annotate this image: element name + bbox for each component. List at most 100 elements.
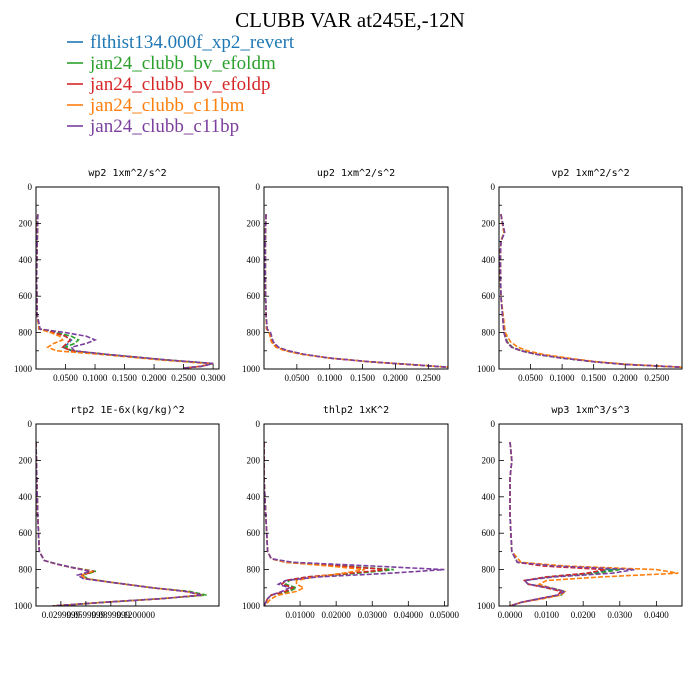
- panel-title: vp2 1xm^2/s^2: [551, 168, 629, 179]
- panel-title: wp3 1xm^3/s^3: [551, 405, 629, 416]
- x-tick-label: 0.0500: [518, 373, 543, 383]
- x-tick-label: 0.03000: [358, 610, 388, 620]
- x-tick-label: 0.2000: [613, 373, 638, 383]
- series-line: [264, 214, 448, 368]
- series-line: [499, 214, 682, 368]
- series-line: [36, 442, 203, 606]
- series-group: [264, 442, 445, 606]
- series-line: [36, 214, 214, 369]
- legend: flthist134.000f_xp2_revertjan24_clubb_bv…: [67, 32, 295, 137]
- series-line: [509, 442, 606, 606]
- y-tick-label: 200: [482, 455, 496, 465]
- x-tick-label: 0.05000: [430, 610, 460, 620]
- plot-frame: [35, 423, 220, 607]
- x-tick-label: 0.1500: [112, 373, 137, 383]
- legend-entry: jan24_clubb_bv_efoldm: [67, 53, 276, 74]
- legend-label: flthist134.000f_xp2_revert: [90, 32, 295, 53]
- series-line: [36, 442, 203, 606]
- chart-panel: up2 1xm^2/s^2 0 200 400 600 800 1000 0.0500 0.10…: [242, 168, 449, 383]
- chart-panel: vp2 1xm^2/s^2 0 200 400 600 800 1000 0.0500 0.10…: [477, 168, 683, 383]
- x-tick-label: 0.0500: [284, 373, 309, 383]
- y-tick-label: 1000: [242, 364, 261, 374]
- y-tick-label: 600: [482, 528, 496, 538]
- y-tick-label: 400: [482, 492, 496, 502]
- y-tick-label: 0: [28, 182, 33, 192]
- series-line: [509, 442, 679, 606]
- panel-title: rtp2 1E-6x(kg/kg)^2: [70, 405, 184, 416]
- legend-entry: flthist134.000f_xp2_revert: [67, 32, 295, 53]
- x-tick-label: 0.1000: [550, 373, 575, 383]
- series-line: [264, 214, 448, 368]
- series-group: [509, 442, 679, 606]
- y-tick-label: 800: [247, 328, 261, 338]
- series-line: [499, 214, 682, 368]
- series-line: [264, 214, 448, 368]
- y-tick-label: 200: [482, 218, 496, 228]
- series-line: [36, 442, 203, 606]
- x-tick-label: 0.04000: [394, 610, 424, 620]
- series-line: [509, 442, 635, 606]
- y-tick-label: 600: [247, 291, 261, 301]
- x-tick-label: 0.1500: [350, 373, 375, 383]
- plot-frame: [263, 186, 449, 370]
- series-group: [264, 214, 448, 368]
- y-tick-label: 400: [19, 492, 33, 502]
- y-tick-label: 800: [19, 328, 33, 338]
- series-group: [36, 442, 207, 606]
- series-line: [36, 214, 214, 369]
- x-tick-label: 0.0200: [571, 610, 596, 620]
- chart-panel: rtp2 1E-6x(kg/kg)^2 0 200 400 600 800 1000 0.02…: [14, 405, 220, 620]
- series-line: [264, 442, 445, 606]
- x-tick-label: 0.01000: [285, 610, 315, 620]
- y-tick-label: 200: [247, 455, 261, 465]
- legend-entry: jan24_clubb_c11bm: [67, 95, 245, 116]
- figure-title: CLUBB VAR at245E,-12N: [235, 8, 465, 32]
- legend-label: jan24_clubb_bv_efoldm: [89, 53, 276, 74]
- x-tick-label: 0.0400: [644, 610, 669, 620]
- y-tick-label: 600: [19, 291, 33, 301]
- series-group: [499, 214, 682, 368]
- y-tick-label: 800: [482, 328, 496, 338]
- y-tick-label: 400: [247, 255, 261, 265]
- x-tick-label: 0.0100: [534, 610, 559, 620]
- series-line: [36, 214, 211, 369]
- y-tick-label: 400: [247, 492, 261, 502]
- legend-label: jan24_clubb_c11bm: [89, 95, 245, 116]
- y-tick-label: 600: [247, 528, 261, 538]
- panel-title: up2 1xm^2/s^2: [317, 168, 395, 179]
- x-tick-label: 0.1000: [83, 373, 108, 383]
- x-tick-label: 0.2000: [383, 373, 408, 383]
- y-tick-label: 800: [247, 565, 261, 575]
- y-tick-label: 0: [28, 419, 33, 429]
- x-tick-label: 0.0599999: [67, 610, 106, 620]
- legend-label: jan24_clubb_bv_efoldp: [89, 74, 270, 95]
- legend-label: jan24_clubb_c11bp: [89, 116, 239, 137]
- y-tick-label: 1000: [14, 601, 33, 611]
- y-tick-label: 200: [19, 218, 33, 228]
- series-line: [264, 214, 448, 368]
- series-line: [499, 214, 682, 368]
- y-tick-label: 400: [19, 255, 33, 265]
- series-line: [264, 442, 387, 606]
- x-tick-label: 0.2500: [171, 373, 196, 383]
- x-tick-label: 0.3000: [201, 373, 226, 383]
- legend-entry: jan24_clubb_c11bp: [67, 116, 239, 137]
- series-line: [264, 214, 448, 368]
- panel-title: thlp2 1xK^2: [323, 405, 389, 416]
- legend-entry: jan24_clubb_bv_efoldp: [67, 74, 270, 95]
- y-tick-label: 1000: [477, 601, 496, 611]
- series-line: [36, 214, 214, 369]
- x-tick-label: 0.0000: [498, 610, 523, 620]
- y-tick-label: 1000: [477, 364, 496, 374]
- y-tick-label: 1000: [242, 601, 261, 611]
- y-tick-label: 0: [491, 419, 496, 429]
- y-tick-label: 600: [19, 528, 33, 538]
- x-tick-label: 0.2500: [416, 373, 441, 383]
- y-tick-label: 0: [256, 182, 261, 192]
- series-line: [36, 442, 203, 606]
- x-tick-label: 0.2500: [644, 373, 669, 383]
- series-group: [36, 214, 214, 369]
- x-tick-label: 0.0500: [53, 373, 78, 383]
- x-tick-label: 0.0300: [607, 610, 632, 620]
